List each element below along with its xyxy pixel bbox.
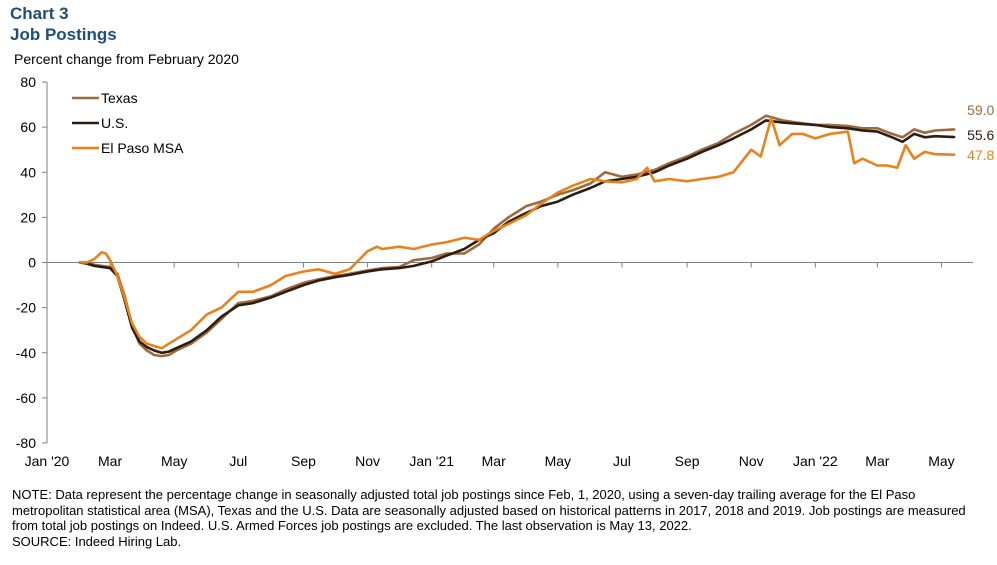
x-tick-label: May [545, 453, 571, 469]
y-tick-label: 40 [20, 164, 36, 180]
end-value-label: 47.8 [967, 147, 994, 163]
source-text: SOURCE: Indeed Hiring Lab. [12, 533, 182, 549]
y-tick-label: -20 [16, 300, 36, 316]
x-tick-label: Jan '22 [793, 453, 838, 469]
y-tick-label: -60 [16, 390, 36, 406]
x-tick-label: May [161, 453, 187, 469]
x-axis: Jan '20 Mar May Jul Sep Nov Jan '21 Mar May Jul Se… [25, 262, 973, 469]
chart-notes: NOTE: Data represent the percentage chan… [12, 487, 990, 549]
y-tick-label: 20 [20, 209, 36, 225]
y-axis-label: Percent change from February 2020 [14, 51, 239, 67]
y-tick-label: -40 [16, 345, 36, 361]
x-tick-label: Mar [98, 453, 122, 469]
chart-number: Chart 3 [10, 4, 69, 23]
x-tick-label: Jan '21 [409, 453, 454, 469]
legend-label: El Paso MSA [101, 140, 184, 156]
line-chart: 80 60 40 20 0 -20 -40 -60 -80 Jan '20 Mar May Jul Se… [16, 74, 995, 469]
note-text: NOTE: Data represent the percentage chan… [12, 487, 966, 533]
y-axis: 80 60 40 20 0 -20 -40 -60 -80 [16, 74, 48, 451]
y-tick-label: 80 [20, 74, 36, 90]
legend-label: Texas [101, 90, 138, 106]
x-tick-label: Mar [482, 453, 506, 469]
end-value-label: 55.6 [967, 127, 994, 143]
end-value-label: 59.0 [967, 102, 994, 118]
x-tick-label: Jan '20 [25, 453, 70, 469]
x-tick-label: Sep [291, 453, 316, 469]
x-tick-label: Jul [229, 453, 247, 469]
y-tick-label: 0 [28, 255, 36, 271]
x-tick-label: May [928, 453, 954, 469]
x-tick-label: Mar [865, 453, 889, 469]
legend-label: U.S. [101, 115, 128, 131]
chart-title: Job Postings [10, 25, 117, 44]
series-line-el-paso-msa [78, 116, 956, 350]
x-tick-label: Nov [739, 453, 764, 469]
series-lines [78, 114, 956, 358]
legend: Texas U.S. El Paso MSA [72, 90, 184, 156]
y-tick-label: -80 [16, 435, 36, 451]
x-tick-label: Sep [675, 453, 700, 469]
y-tick-label: 60 [20, 119, 36, 135]
end-labels: 59.0 55.6 47.8 [967, 102, 994, 163]
x-tick-label: Jul [613, 453, 631, 469]
x-tick-label: Nov [355, 453, 380, 469]
series-line-texas [78, 114, 956, 358]
series-line-u-s [78, 119, 956, 355]
